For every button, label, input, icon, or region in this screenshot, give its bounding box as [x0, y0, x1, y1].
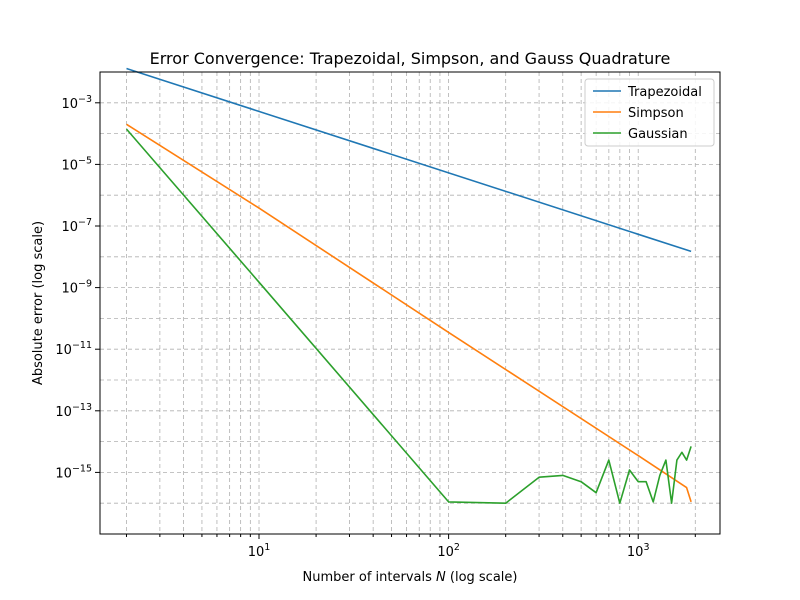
plot-frame [99, 71, 721, 535]
grid [100, 72, 720, 534]
y-tick-label: 10−5 [61, 155, 92, 173]
x-tick-label: 101 [248, 542, 271, 560]
series-line-simpson [126, 123, 692, 503]
y-tick-label: 10−11 [55, 340, 92, 358]
y-tick-label: 10−15 [55, 463, 92, 481]
legend-label-trapezoidal: Trapezoidal [627, 85, 702, 100]
y-axis-label: Absolute error (log scale) [31, 221, 46, 385]
legend: Trapezoidal Simpson Gaussian [584, 78, 715, 147]
axis-ticks: 101 102 103 10−3 10−5 10−7 10−9 10−11 10−13 10−15 [55, 94, 696, 560]
chart-title: Error Convergence: Trapezoidal, Simpson,… [150, 49, 671, 68]
y-tick-label: 10−13 [55, 402, 92, 420]
legend-label-gaussian: Gaussian [628, 127, 688, 142]
series-line-gaussian [125, 128, 692, 505]
legend-box [584, 78, 715, 147]
x-tick-label: 102 [437, 542, 460, 560]
y-tick-label: 10−7 [61, 217, 92, 235]
series-group [125, 67, 692, 505]
x-tick-label: 103 [627, 542, 650, 560]
series-line-trapezoidal [126, 67, 692, 253]
legend-label-simpson: Simpson [628, 106, 684, 121]
x-axis-label: Number of intervals N (log scale) [303, 570, 518, 585]
y-tick-label: 10−9 [61, 279, 92, 297]
y-tick-label: 10−3 [61, 94, 92, 112]
